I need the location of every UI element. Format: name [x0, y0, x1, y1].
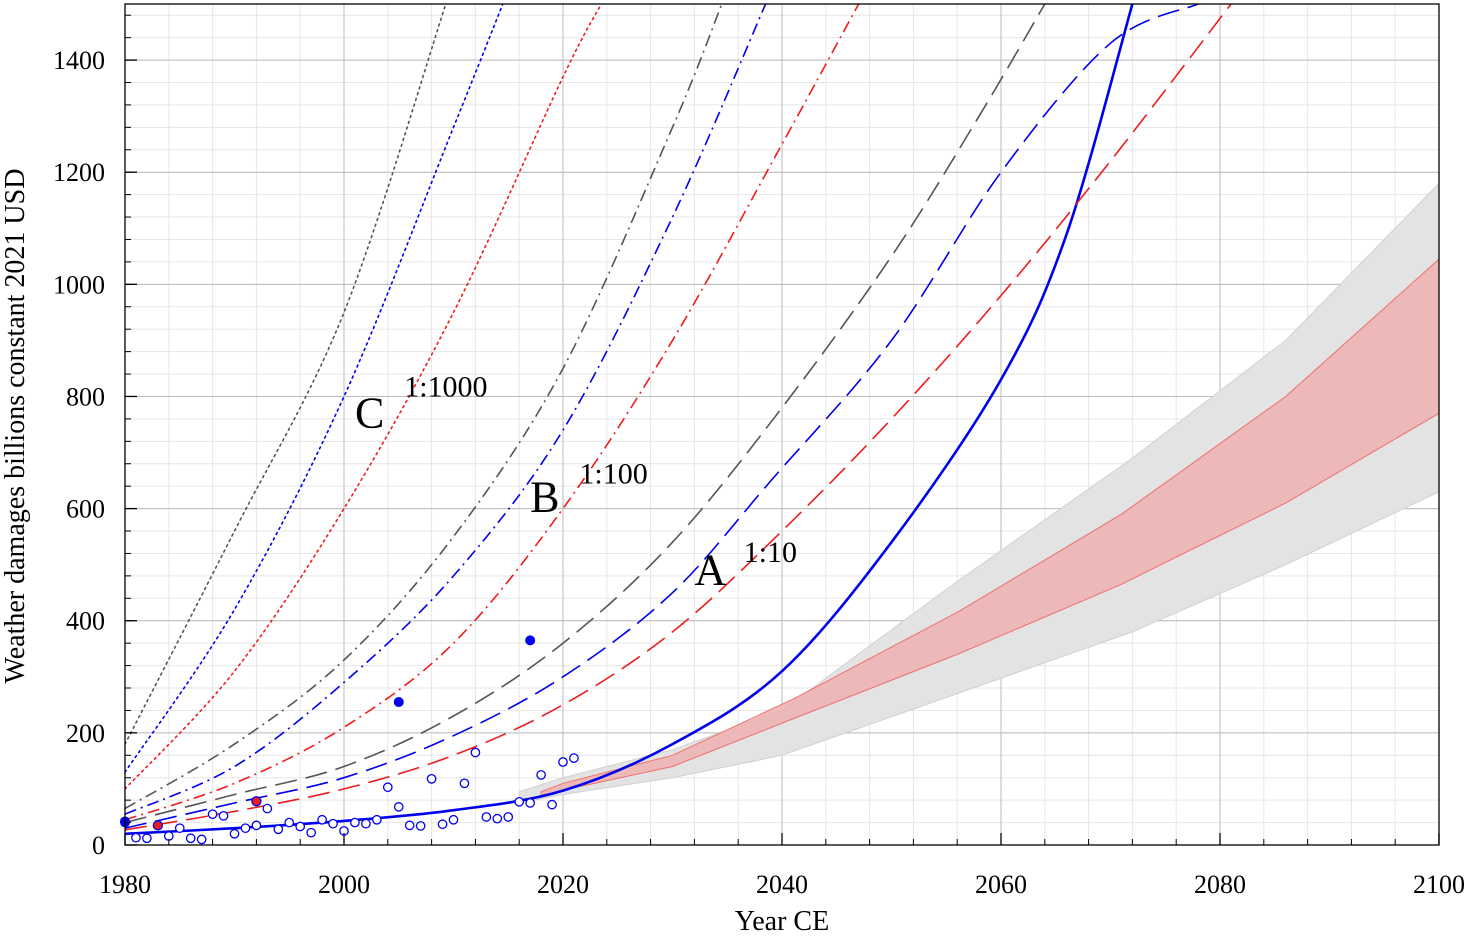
series-line-1-100-gray: [125, 4, 723, 810]
data-point-open: [459, 778, 470, 789]
data-point-open: [196, 834, 207, 845]
x-tick-label: 2020: [537, 870, 589, 899]
y-tick-label: 1200: [53, 158, 105, 187]
data-point-open: [229, 828, 240, 839]
uncertainty-bands: [518, 182, 1439, 804]
series-line-1-1000-red: [125, 4, 603, 790]
data-point-open: [295, 821, 306, 832]
data-point-open: [481, 812, 492, 822]
data-point-open: [382, 782, 393, 793]
data-point-open: [492, 813, 503, 824]
annotation-label: 1:1000: [404, 370, 487, 403]
x-tick-label: 1980: [99, 870, 151, 899]
axes: 1980 2000 2020 2040 2060 2080 2100 0 200 400 600 80…: [53, 3, 1465, 899]
data-point-open: [404, 820, 415, 831]
data-point-open: [131, 832, 141, 843]
y-tick-label: 600: [66, 495, 105, 524]
annotation-label: 1:10: [744, 536, 797, 569]
data-point-open: [284, 817, 295, 828]
data-point-open: [218, 810, 229, 821]
annotations: A 1:10 B 1:100 C 1:1000: [355, 370, 797, 594]
data-point-open: [251, 820, 262, 831]
data-point-open: [328, 818, 338, 829]
x-tick-label: 2080: [1194, 870, 1246, 899]
data-point-open: [163, 831, 174, 841]
series-line-1-100-red: [125, 4, 860, 821]
data-point-open: [273, 824, 284, 835]
data-point-open: [437, 819, 448, 830]
annotation-label: A: [694, 545, 726, 594]
data-point-filled-blue: [393, 697, 404, 708]
annotation-label: B: [530, 472, 559, 521]
data-point-open: [547, 799, 557, 810]
data-point-open: [262, 803, 273, 814]
series-line-1-10-blue: [125, 4, 1199, 829]
series-line-1-1000-blue: [125, 4, 504, 773]
x-tick-label: 2040: [756, 870, 808, 899]
data-point-open: [393, 802, 404, 812]
data-point-open: [514, 796, 525, 807]
series-line-1-1000-gray: [125, 4, 447, 745]
data-point-open: [448, 814, 459, 825]
y-tick-label: 0: [92, 831, 105, 860]
data-point-open: [415, 821, 426, 831]
data-point-open: [317, 814, 327, 825]
data-point-filled-blue: [525, 635, 536, 646]
y-tick-label: 800: [66, 382, 105, 411]
series-line-1-10-gray: [125, 4, 1046, 824]
y-tick-label: 1400: [53, 46, 105, 75]
data-point-open: [503, 812, 514, 822]
data-point-filled-red: [152, 820, 164, 831]
data-point-open: [536, 770, 546, 780]
data-point-open: [470, 747, 481, 758]
data-point-open: [361, 818, 371, 829]
data-point-open: [569, 753, 579, 763]
data-point-open: [426, 773, 437, 784]
data-point-open: [185, 833, 196, 844]
data-point-open: [525, 798, 536, 808]
band-red: [540, 258, 1439, 797]
data-point-open: [207, 809, 218, 820]
grid: [124, 4, 1440, 846]
data-point-filled-red: [251, 796, 262, 807]
data-point-open: [142, 833, 152, 844]
x-tick-label: 2100: [1413, 870, 1465, 899]
y-axis-label: Weather damages billions constant 2021 U…: [0, 169, 31, 684]
data-point-open: [371, 814, 382, 825]
series-lines: [125, 4, 1232, 836]
data-point-open: [240, 823, 251, 834]
x-axis-label: Year CE: [735, 906, 829, 934]
data-point-open: [306, 827, 316, 838]
annotation-label: C: [355, 388, 384, 437]
annotation-label: 1:100: [579, 457, 647, 490]
y-tick-label: 200: [66, 719, 105, 748]
data-point-open: [558, 757, 568, 767]
series-line-1-100-blue: [125, 4, 767, 815]
y-tick-label: 1000: [53, 270, 105, 299]
data-points: [120, 635, 579, 845]
x-tick-label: 2060: [975, 870, 1027, 899]
data-point-open: [350, 817, 360, 828]
series-line-1-10-red: [125, 4, 1232, 831]
x-tick-label: 2000: [318, 870, 370, 899]
data-point-open: [174, 823, 185, 834]
y-tick-label: 400: [66, 607, 105, 636]
